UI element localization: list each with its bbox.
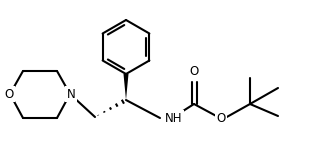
Text: N: N [67, 88, 75, 101]
Text: O: O [216, 112, 226, 124]
Text: O: O [5, 88, 14, 101]
Polygon shape [123, 74, 129, 100]
Text: NH: NH [165, 112, 182, 124]
Text: O: O [189, 65, 199, 78]
